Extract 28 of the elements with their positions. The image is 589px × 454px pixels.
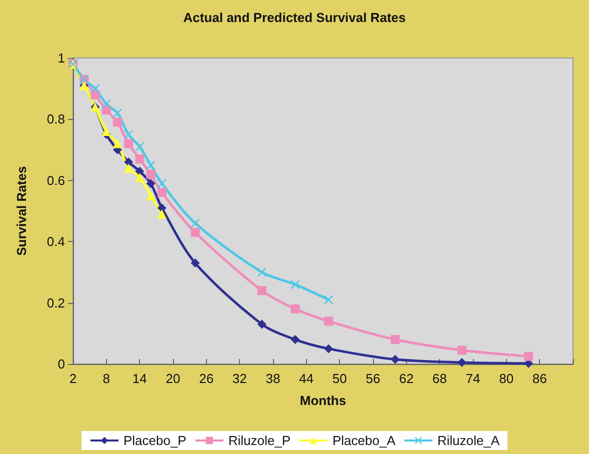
y-tick-label: 0.2 (46, 295, 65, 310)
x-tick-label: 74 (466, 371, 480, 386)
x-tick-label: 26 (199, 371, 214, 386)
legend-label: Placebo_P (123, 433, 186, 448)
legend-label: Placebo_A (332, 433, 396, 448)
x-tick-label: 2 (69, 371, 77, 386)
legend-label: Riluzole_A (437, 433, 500, 448)
y-tick-label: 0.4 (46, 234, 65, 250)
x-tick-label: 62 (399, 371, 414, 386)
x-tick-label: 86 (532, 371, 547, 386)
x-tick-label: 14 (132, 371, 147, 386)
y-axis-title: Survival Rates (14, 166, 29, 256)
x-tick-label: 38 (266, 371, 280, 386)
x-tick-label: 20 (166, 371, 180, 386)
x-tick-label: 80 (499, 371, 514, 386)
y-tick-label: 0.8 (46, 112, 65, 127)
x-tick-label: 68 (432, 371, 447, 386)
chart-title: Actual and Predicted Survival Rates (183, 10, 406, 25)
legend-label: Riluzole_P (228, 433, 291, 448)
x-tick-label: 44 (299, 371, 314, 386)
x-axis-title: Months (300, 393, 346, 408)
x-tick-label: 56 (366, 371, 380, 386)
x-tick-label: 50 (332, 371, 347, 386)
y-tick-label: 0.6 (46, 172, 65, 188)
x-tick-label: 32 (232, 371, 247, 386)
y-tick-label: 1 (58, 50, 65, 66)
x-tick-label: 8 (102, 371, 110, 386)
y-tick-label: 0 (58, 356, 65, 372)
